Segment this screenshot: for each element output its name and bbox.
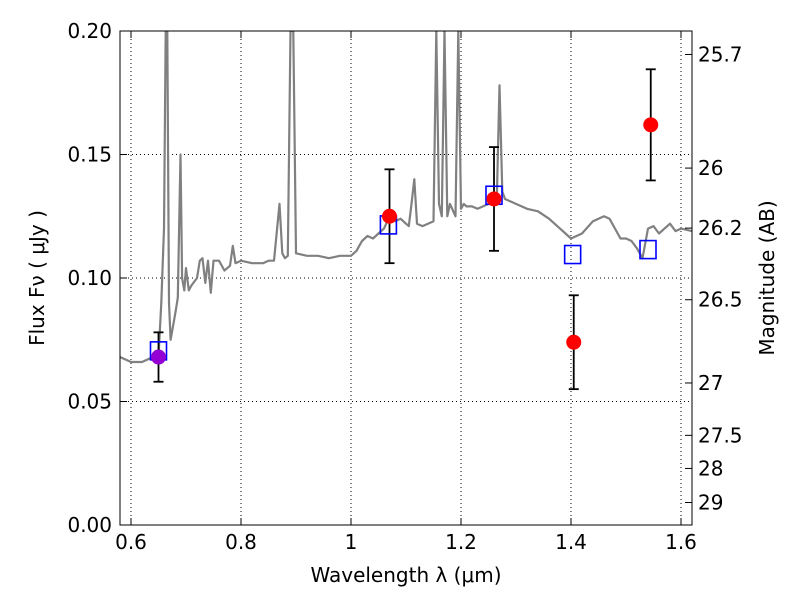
y2-tick-label: 25.7	[698, 42, 743, 66]
y2-tick-label: 26	[698, 156, 723, 180]
y-tick-label: 0.15	[67, 143, 112, 167]
data-point	[566, 334, 582, 350]
data-point	[643, 117, 659, 133]
y2-tick-label: 29	[698, 491, 723, 515]
x-tick-label: 1.2	[445, 530, 477, 554]
y2-tick-label: 26.5	[698, 288, 743, 312]
y-tick-label: 0.10	[67, 266, 112, 290]
x-tick-label: 0.8	[225, 530, 257, 554]
y2-axis-label: Magnitude (AB)	[755, 200, 779, 355]
y2-tick-label: 26.2	[698, 216, 743, 240]
model-square-point	[563, 244, 582, 265]
y-tick-label: 0.20	[67, 19, 112, 43]
model-square-point	[639, 239, 657, 260]
x-axis-label: Wavelength λ (μm)	[310, 563, 501, 587]
y-tick-label: 0.00	[67, 513, 112, 537]
data-point	[486, 191, 502, 207]
y2-tick-label: 28	[698, 456, 723, 480]
data-layer	[120, 31, 692, 391]
data-point	[151, 349, 166, 365]
x-tick-label: 1	[345, 530, 358, 554]
grid-lines	[120, 31, 692, 525]
x-tick-label: 1.6	[665, 530, 697, 554]
y-axis-label: Flux Fν ( μJy )	[25, 210, 49, 346]
ticks: 0.6 0.8 1 1.2 1.4 1.6 0.00 0.05 0.10 0.15 0.20 25.7…	[67, 19, 742, 554]
data-point	[382, 208, 397, 224]
y2-tick-label: 27.5	[698, 423, 743, 447]
y2-tick-label: 27	[698, 371, 723, 395]
y-tick-label: 0.05	[67, 390, 112, 414]
spectrum-line	[120, 31, 692, 364]
x-tick-label: 0.6	[115, 530, 147, 554]
x-tick-label: 1.4	[555, 530, 587, 554]
